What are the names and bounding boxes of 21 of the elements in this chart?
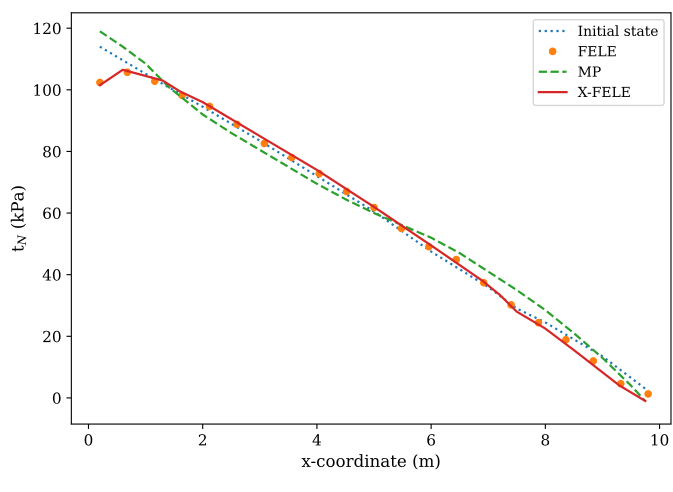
y-tick-label: 80 [43, 146, 61, 158]
point [644, 390, 652, 398]
y-tick-label: 40 [42, 269, 61, 281]
x-tick-label: 6 [427, 434, 436, 446]
y-tick-label: 100 [34, 84, 61, 96]
legend-label: X-FELE [578, 86, 630, 98]
legend-label: Initial state [578, 25, 658, 36]
y-tick-label: 120 [34, 22, 61, 34]
x-tick-label: 8 [542, 434, 550, 446]
x-tick-label: 10 [652, 434, 668, 446]
y-axis-title: t$_{N}$ (kPa) [10, 186, 26, 252]
point [260, 140, 268, 148]
x-tick-label: 2 [198, 434, 206, 446]
y-tick-label: 0 [52, 392, 61, 404]
y-tick-label: 20 [43, 330, 61, 342]
x-tick-label: 4 [312, 434, 321, 446]
legend-label: MP [578, 66, 601, 77]
legend-label: FELE [578, 46, 616, 56]
x-axis-title: x-coordinate (m) [302, 454, 440, 470]
x-tick-label: 0 [84, 434, 92, 446]
y-tick-label: 60 [43, 208, 61, 220]
